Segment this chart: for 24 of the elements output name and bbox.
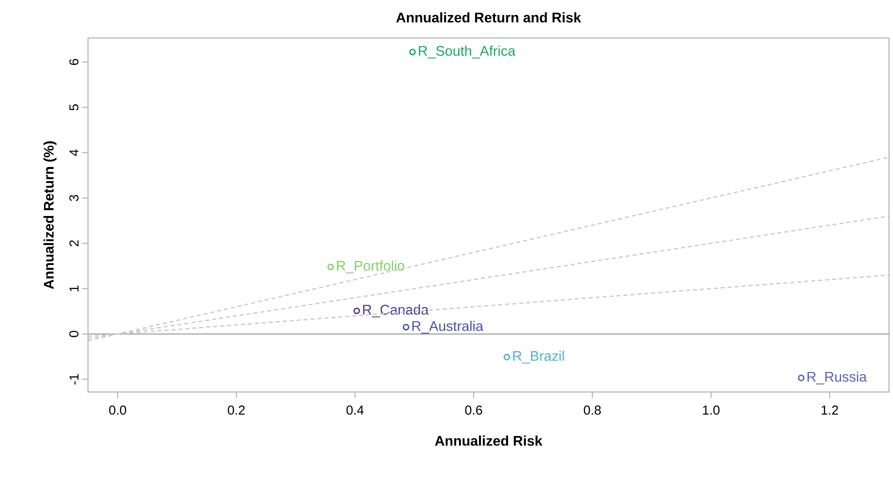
series-label: R_South_Africa [418, 46, 516, 58]
y-tick-label: 5 [69, 104, 78, 110]
series-label: R_Brazil [513, 350, 564, 364]
y-tick-label: -1 [70, 374, 78, 384]
x-tick-label: 0.0 [109, 406, 126, 415]
x-tick-label: 1.2 [822, 406, 838, 415]
chart-title: Annualized Return and Risk [396, 12, 582, 22]
y-axis-title: Annualized Return (%) [43, 141, 56, 290]
y-tick-label: 4 [70, 149, 78, 156]
y-tick-label: 6 [69, 58, 78, 65]
y-tick-label: 2 [69, 240, 78, 246]
x-tick-label: 0.2 [228, 406, 245, 415]
x-tick-label: 0.8 [584, 406, 601, 415]
y-tick-label: 0 [69, 330, 78, 338]
series-label: R_Portfolio [337, 260, 404, 274]
series-label: R_Australia [412, 320, 484, 334]
x-axis-title: Annualized Risk [434, 436, 542, 446]
x-tick-label: 0.6 [465, 406, 482, 415]
series-label: R_Russia [808, 372, 867, 384]
x-tick-label: 0.4 [346, 406, 364, 415]
y-tick-label: 3 [69, 194, 78, 202]
y-tick-label: 1 [70, 286, 78, 292]
x-tick-label: 1.0 [702, 406, 720, 415]
series-label: R_Canada [363, 304, 429, 318]
